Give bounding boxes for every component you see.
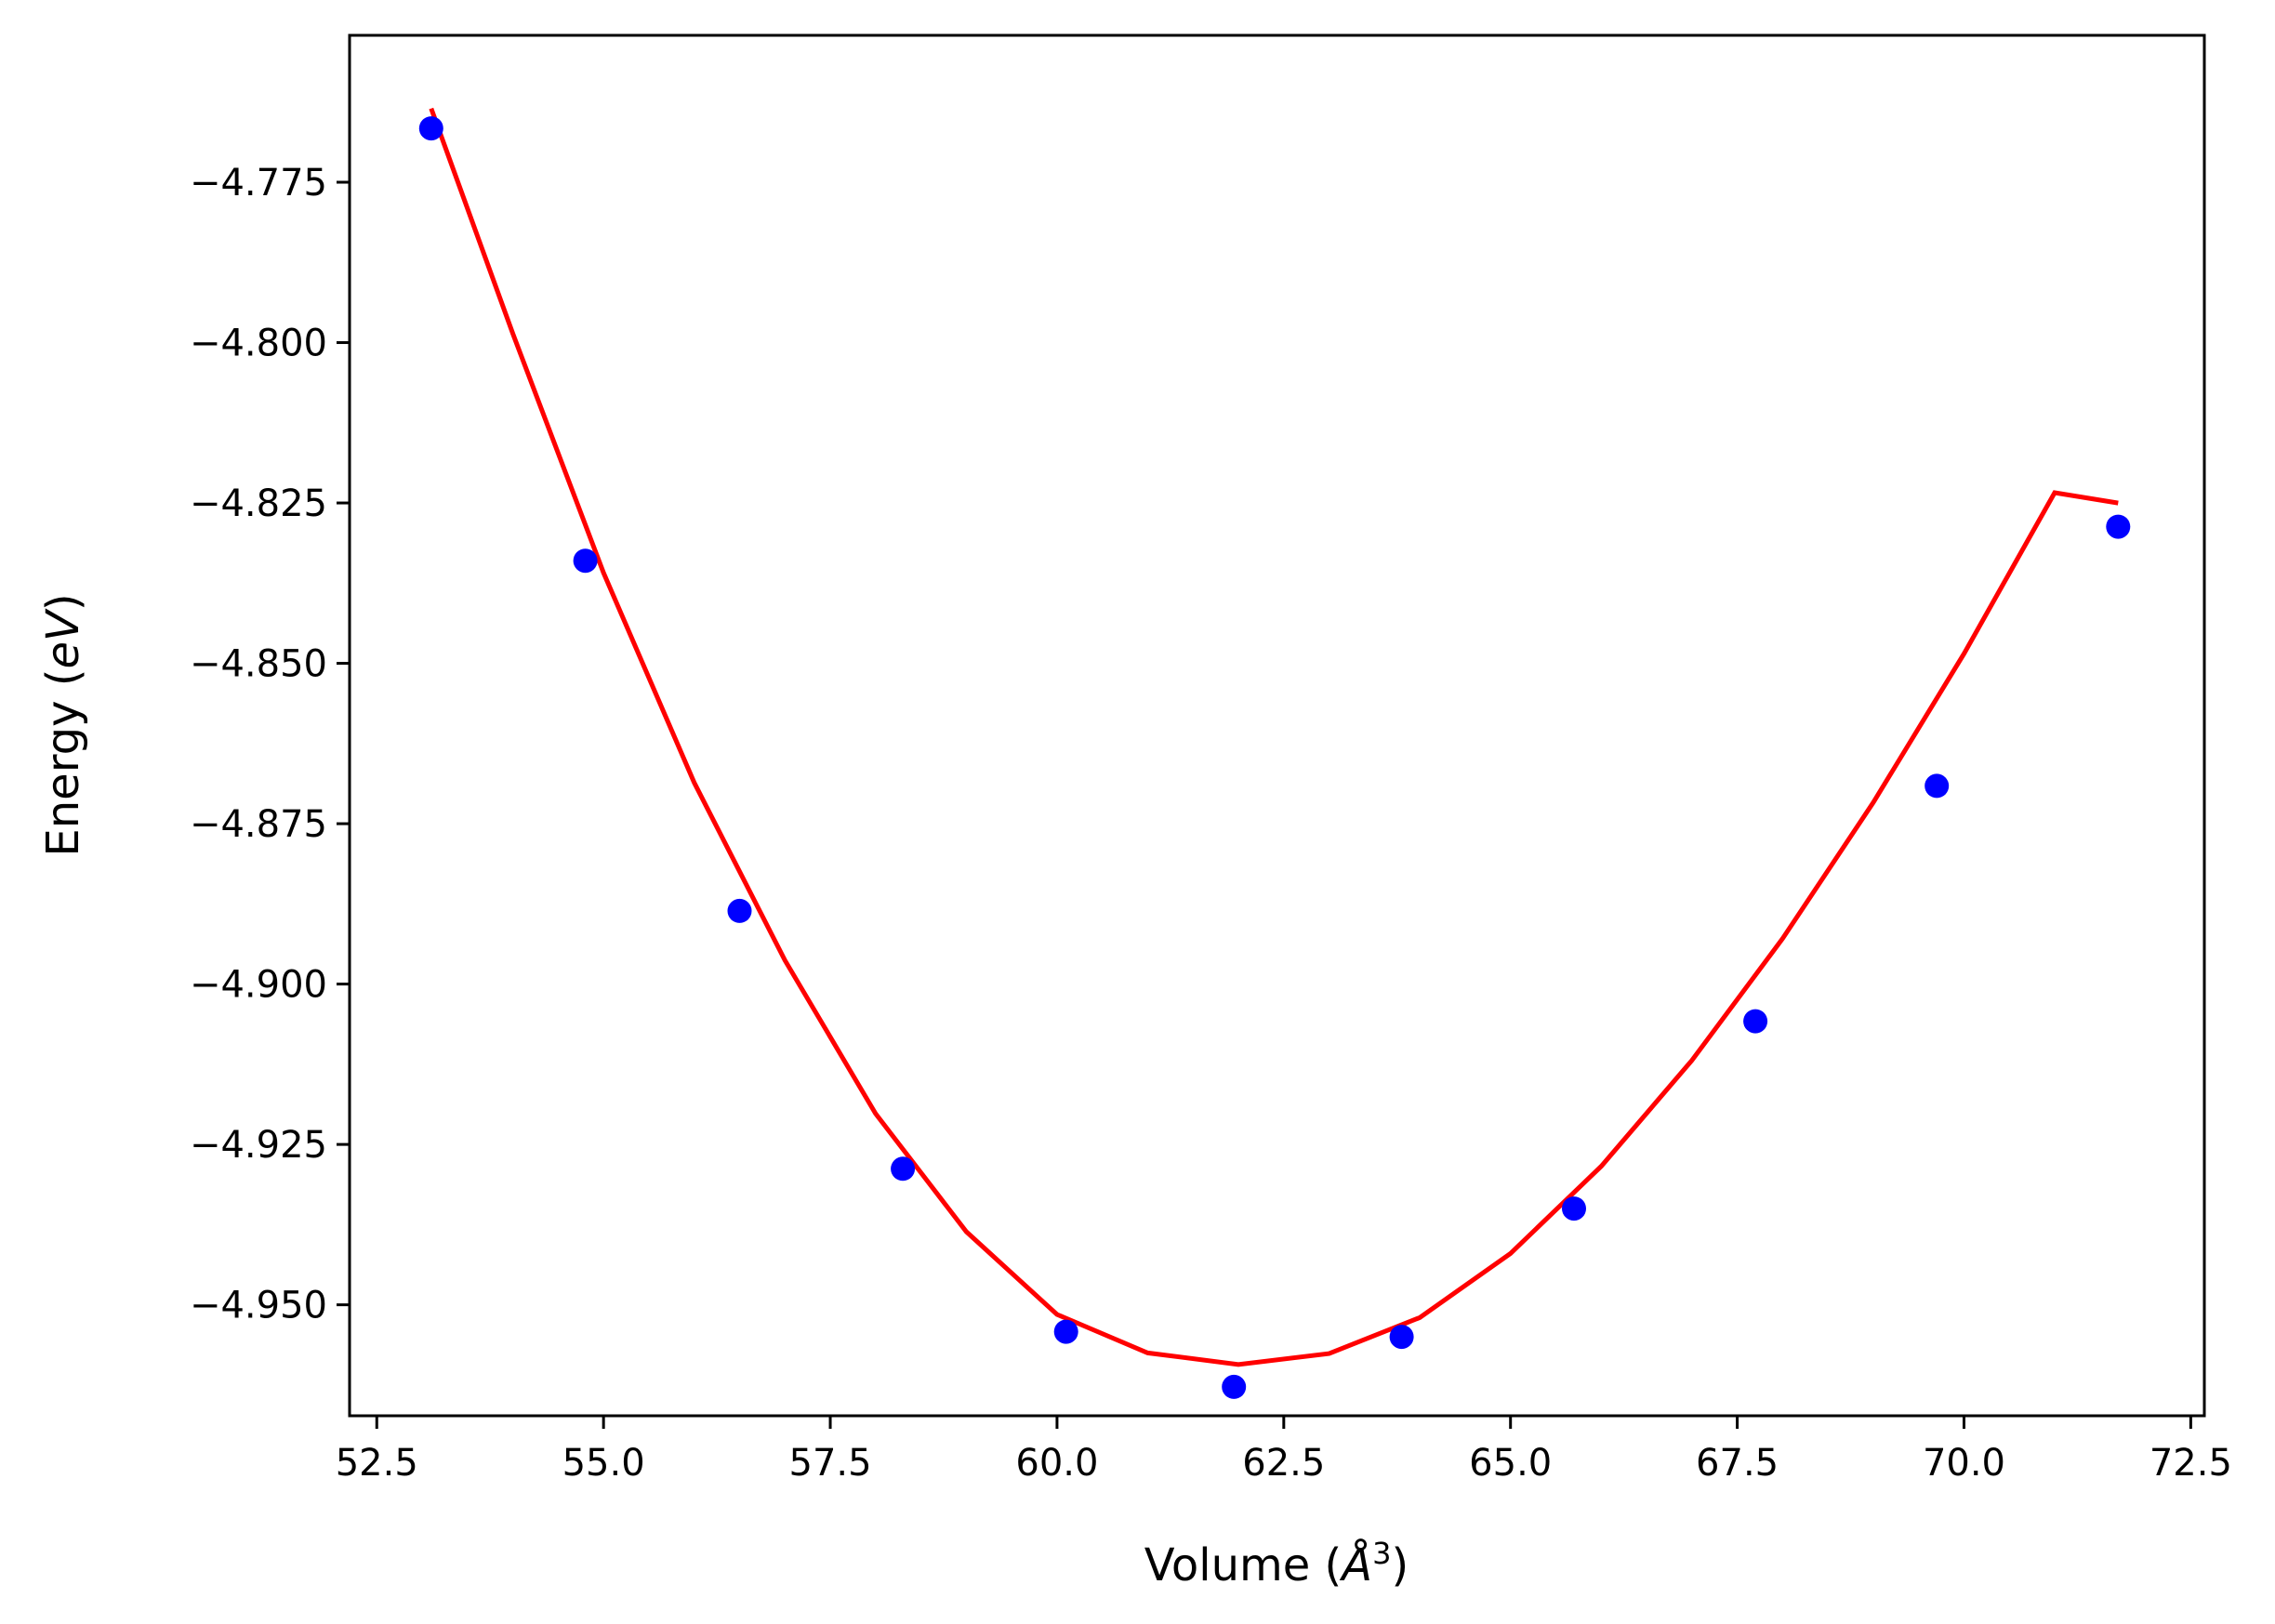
plot-frame	[348, 33, 2206, 1418]
x-tick-label: 52.5	[336, 1442, 418, 1485]
plot-layer	[418, 107, 2131, 1399]
y-tick-label: −4.800	[190, 323, 327, 365]
data-point	[1743, 1009, 1768, 1034]
fit-curve-line	[429, 107, 2119, 1367]
y-tick-label: −4.875	[190, 803, 327, 846]
data-point	[1222, 1374, 1247, 1399]
y-tick-label: −4.925	[190, 1124, 327, 1167]
y-tick-label: −4.900	[190, 964, 327, 1007]
data-point	[2106, 514, 2131, 539]
data-point	[1562, 1196, 1586, 1221]
x-axis-label: Volume (Å3)	[1144, 1536, 1409, 1591]
x-tick-label: 55.0	[562, 1442, 645, 1485]
y-tick-label: −4.850	[190, 643, 327, 686]
x-tick-label: 65.0	[1469, 1442, 1552, 1485]
x-axis-ticks: 52.5 55.0 57.5 60.0 62.5 65.0 67.5 70.0 72.5	[336, 1416, 2232, 1485]
y-tick-label: −4.825	[190, 482, 327, 525]
data-point	[418, 116, 443, 141]
y-tick-label: −4.775	[190, 162, 327, 205]
x-tick-label: 72.5	[2149, 1442, 2232, 1485]
x-tick-label: 67.5	[1696, 1442, 1779, 1485]
data-point	[891, 1156, 916, 1182]
y-axis-label: Energy (eV)	[37, 593, 89, 856]
y-tick-label: −4.950	[190, 1285, 327, 1327]
data-point	[1389, 1325, 1414, 1350]
x-tick-label: 70.0	[1923, 1442, 2005, 1485]
data-point	[1924, 773, 1950, 799]
data-point	[727, 898, 752, 923]
x-tick-label: 60.0	[1015, 1442, 1098, 1485]
data-point	[573, 548, 598, 574]
x-tick-label: 57.5	[789, 1442, 872, 1485]
y-axis-ticks: −4.775 −4.800 −4.825 −4.850 −4.875 −4.900 −4.9…	[190, 162, 350, 1327]
data-point	[1053, 1319, 1078, 1344]
x-tick-label: 62.5	[1242, 1442, 1325, 1485]
